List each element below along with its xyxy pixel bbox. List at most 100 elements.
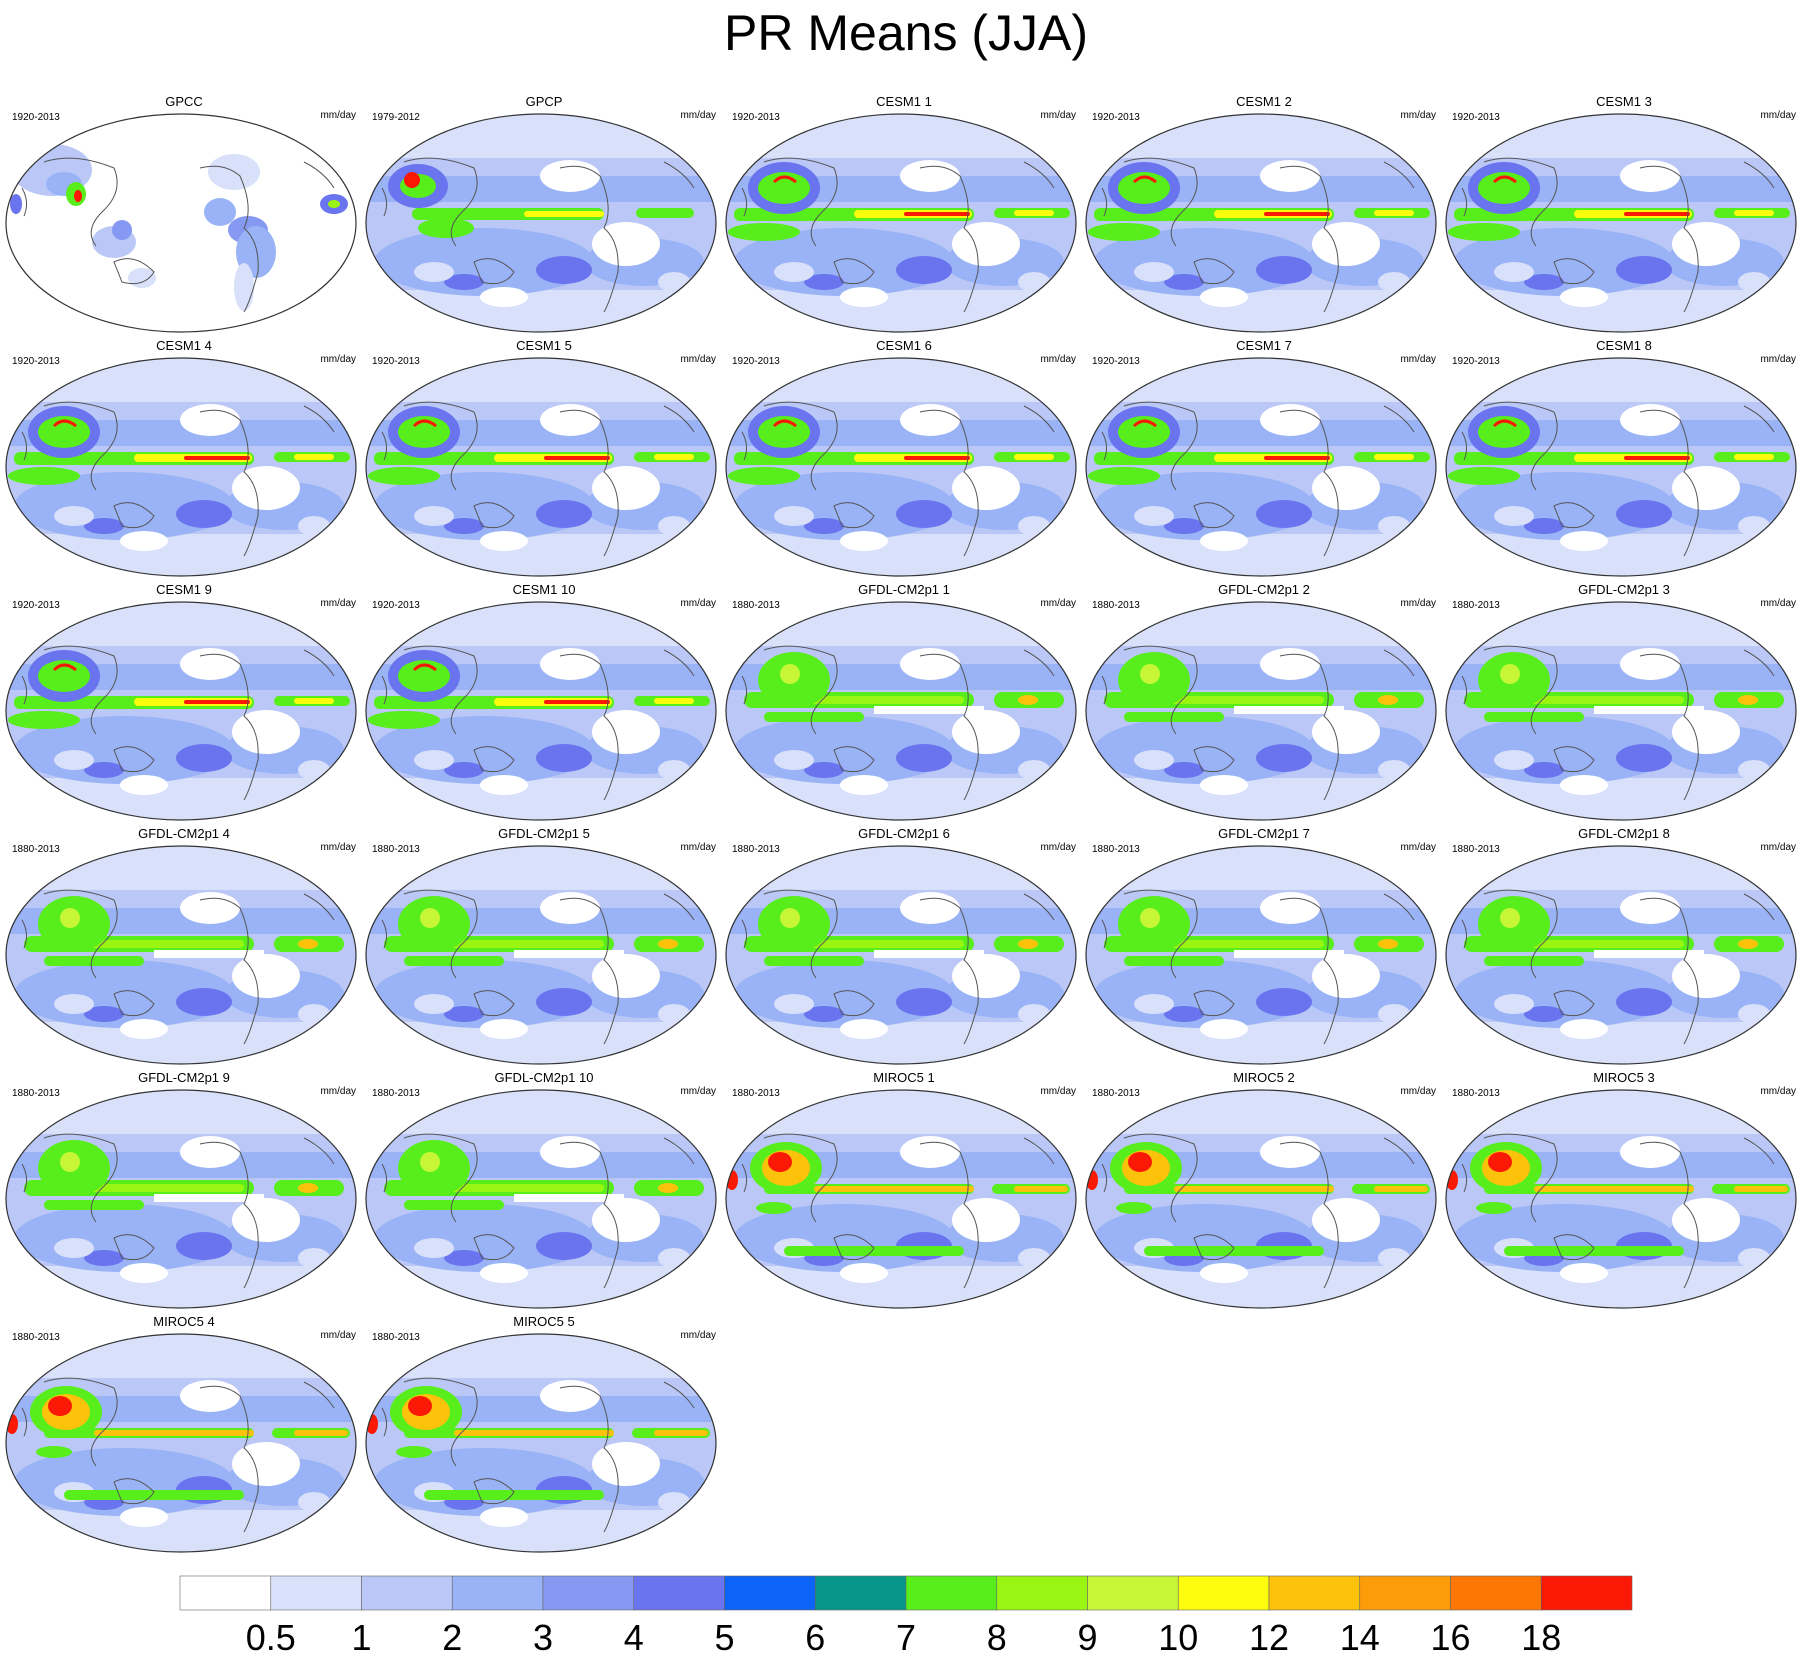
panel-period: 1920-2013 [732,356,780,367]
precip-map [5,601,357,821]
panel-units: mm/day [1760,842,1796,853]
precip-map [365,845,717,1065]
precip-map [365,357,717,577]
colorbar-box [1268,1575,1361,1611]
panel-period: 1880-2013 [12,1088,60,1099]
colorbar-tick-label: 18 [1521,1617,1561,1657]
panel-units: mm/day [320,110,356,121]
panel-period: 1920-2013 [12,112,60,123]
colorbar-tick-label: 0.5 [246,1617,296,1657]
panel-period: 1920-2013 [732,112,780,123]
map-panel: GFDL-CM2p1 3 1880-2013 mm/day [1444,582,1804,822]
panel-title: CESM1 6 [876,338,932,353]
panel-period: 1880-2013 [1092,1088,1140,1099]
colorbar-tick-label: 9 [1077,1617,1097,1657]
precip-map [1445,845,1797,1065]
panel-title: CESM1 4 [156,338,212,353]
map-panel: GFDL-CM2p1 2 1880-2013 mm/day [1084,582,1444,822]
panel-title: MIROC5 3 [1593,1070,1655,1085]
panel-period: 1880-2013 [372,1332,420,1343]
figure-title: PR Means (JJA) [724,5,1088,61]
panel-units: mm/day [1760,354,1796,365]
panel-period: 1920-2013 [1092,112,1140,123]
panel-units: mm/day [1040,110,1076,121]
precip-map [5,1089,357,1309]
precip-map [365,601,717,821]
map-panel: MIROC5 4 1880-2013 mm/day [4,1314,364,1554]
panel-title: MIROC5 4 [153,1314,215,1329]
colorbar-box [451,1575,544,1611]
panel-units: mm/day [1040,598,1076,609]
panel-title: CESM1 1 [876,94,932,109]
map-panel: MIROC5 2 1880-2013 mm/day [1084,1070,1444,1310]
panel-period: 1979-2012 [372,112,420,123]
map-panel: CESM1 1 1920-2013 mm/day [724,94,1084,334]
panel-period: 1880-2013 [732,1088,780,1099]
panel-units: mm/day [1760,1086,1796,1097]
colorbar-tick-label: 14 [1340,1617,1380,1657]
colorbar-box [1450,1575,1542,1611]
map-panel: CESM1 8 1920-2013 mm/day [1444,338,1804,578]
map-panel: CESM1 3 1920-2013 mm/day [1444,94,1804,334]
precip-map [725,1089,1077,1309]
panel-units: mm/day [1400,1086,1436,1097]
panel-title: CESM1 7 [1236,338,1292,353]
colorbar-tick-label: 8 [987,1617,1007,1657]
panel-period: 1880-2013 [1092,600,1140,611]
panel-title: GFDL-CM2p1 7 [1218,826,1310,841]
panel-title: CESM1 9 [156,582,212,597]
panel-title: GPCC [165,94,203,109]
panel-title: GFDL-CM2p1 5 [498,826,590,841]
panel-units: mm/day [320,1086,356,1097]
colorbar-box [633,1575,725,1611]
panel-period: 1880-2013 [732,844,780,855]
panel-title: MIROC5 5 [513,1314,575,1329]
precip-map [5,357,357,577]
map-panel: CESM1 4 1920-2013 mm/day [4,338,364,578]
panel-period: 1880-2013 [372,844,420,855]
panel-units: mm/day [680,1086,716,1097]
panel-units: mm/day [320,1330,356,1341]
map-panel: GFDL-CM2p1 7 1880-2013 mm/day [1084,826,1444,1066]
map-panel: GFDL-CM2p1 5 1880-2013 mm/day [364,826,724,1066]
panel-period: 1920-2013 [12,600,60,611]
panel-units: mm/day [680,1330,716,1341]
map-panel: CESM1 5 1920-2013 mm/day [364,338,724,578]
map-panel: GFDL-CM2p1 6 1880-2013 mm/day [724,826,1084,1066]
precip-map [725,113,1077,333]
panel-title: GFDL-CM2p1 1 [858,582,950,597]
panel-units: mm/day [1760,110,1796,121]
panel-period: 1880-2013 [12,1332,60,1343]
colorbar-tick-label: 3 [533,1617,553,1657]
panel-period: 1920-2013 [1452,112,1500,123]
panel-period: 1880-2013 [732,600,780,611]
colorbar-box [361,1575,453,1611]
colorbar-box [179,1575,272,1611]
panel-period: 1880-2013 [12,844,60,855]
panel-units: mm/day [1760,598,1796,609]
precip-map [1085,1089,1437,1309]
colorbar-box [905,1575,998,1611]
panel-title: GFDL-CM2p1 9 [138,1070,230,1085]
map-panel: GPCP 1979-2012 mm/day [364,94,724,334]
colorbar-box [724,1575,816,1611]
panel-units: mm/day [680,598,716,609]
panel-units: mm/day [1400,354,1436,365]
precip-map [1085,601,1437,821]
colorbar-tick-label: 1 [351,1617,371,1657]
precip-map [5,845,357,1065]
panel-units: mm/day [680,354,716,365]
panel-title: GFDL-CM2p1 3 [1578,582,1670,597]
colorbar-tick-label: 12 [1249,1617,1289,1657]
panel-title: MIROC5 1 [873,1070,935,1085]
panel-period: 1880-2013 [1452,844,1500,855]
map-panel: GFDL-CM2p1 4 1880-2013 mm/day [4,826,364,1066]
map-panel: CESM1 7 1920-2013 mm/day [1084,338,1444,578]
panel-title: GFDL-CM2p1 4 [138,826,230,841]
map-panel: CESM1 6 1920-2013 mm/day [724,338,1084,578]
colorbar: 0.5 1 2 3 4 5 6 7 8 9 10 12 14 16 18 [179,1575,1633,1657]
colorbar-tick-label: 6 [805,1617,825,1657]
panel-units: mm/day [1040,354,1076,365]
colorbar-box [996,1575,1088,1611]
panel-units: mm/day [320,842,356,853]
